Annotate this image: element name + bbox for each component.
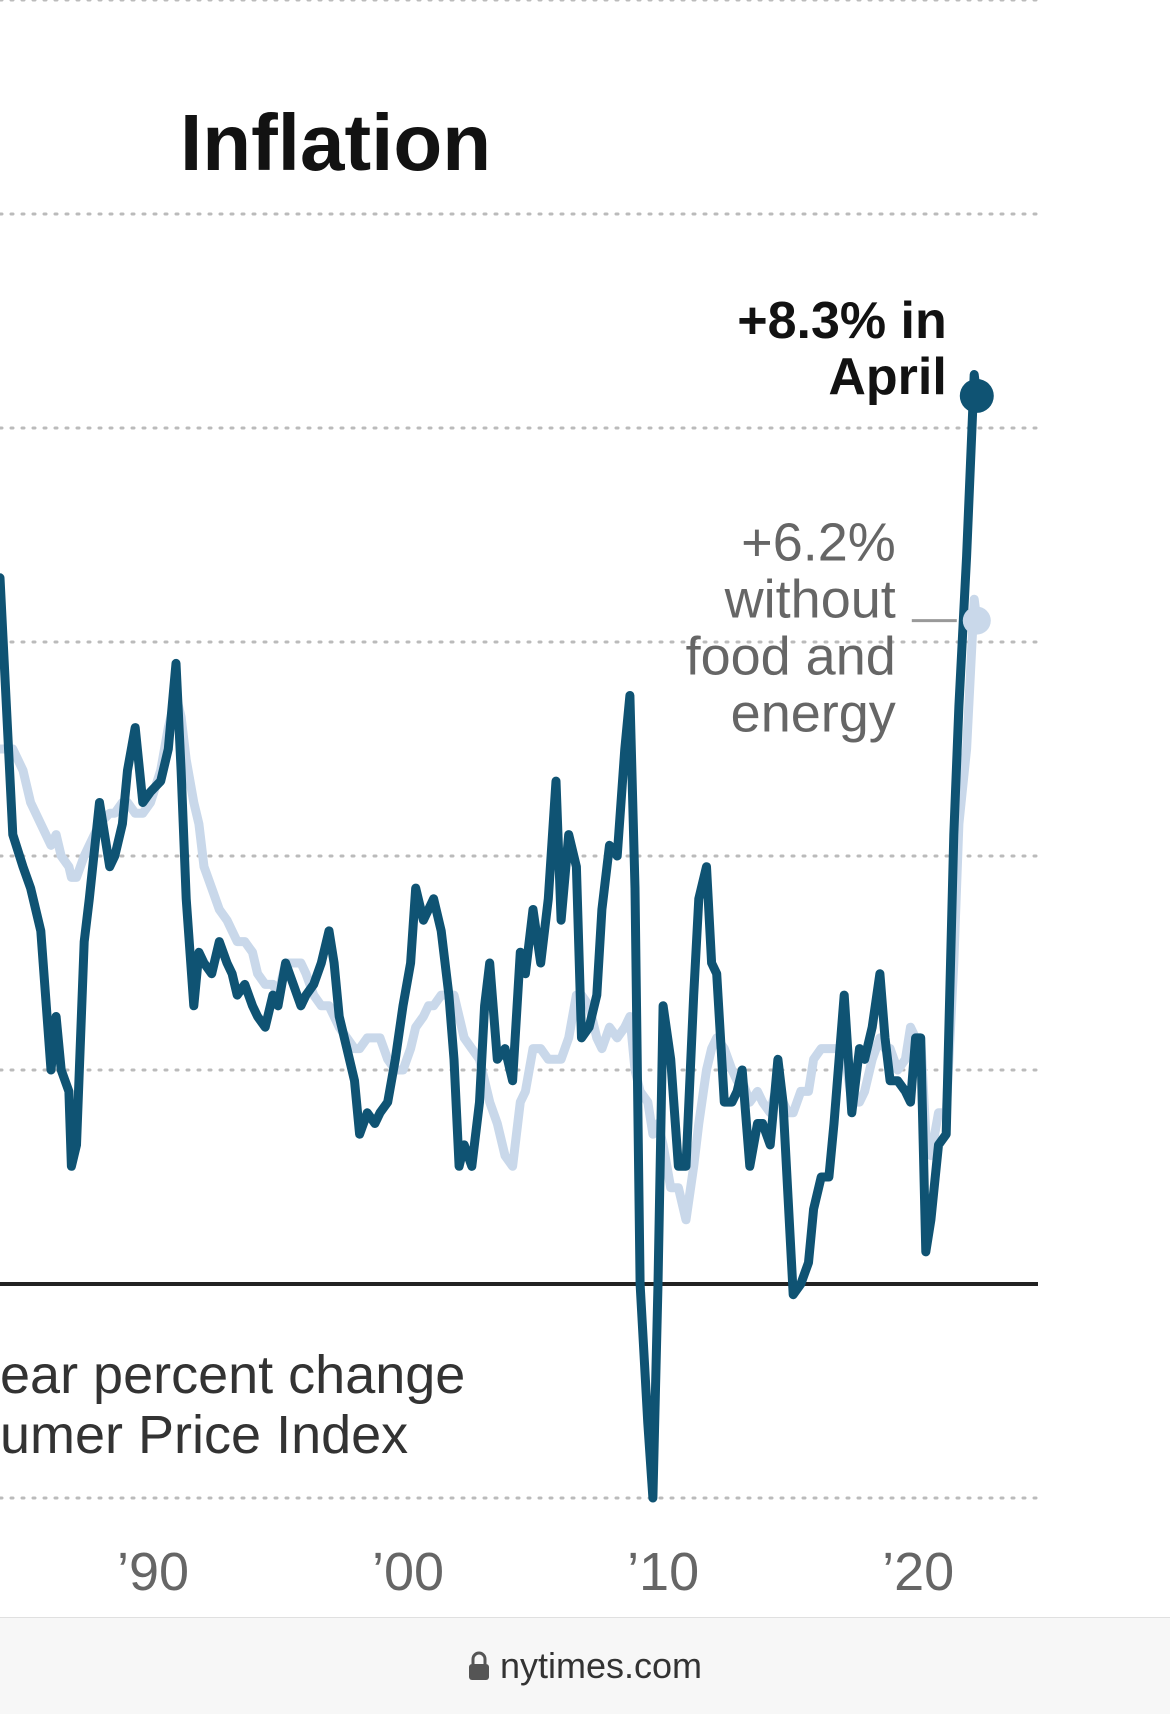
lock-icon bbox=[468, 1651, 489, 1680]
annotation-core-line: +6.2% bbox=[741, 513, 896, 573]
chart-note-line-2: umer Price Index bbox=[0, 1405, 408, 1465]
annotation-core-line: without bbox=[724, 570, 896, 630]
endpoint-dot-all-items bbox=[959, 378, 994, 413]
series-layer bbox=[0, 370, 994, 1503]
x-axis-ticks: ’90 ’00 ’10 ’20 bbox=[117, 1542, 954, 1602]
chart-note-line-1: ear percent change bbox=[0, 1345, 465, 1405]
annotation-all-items-line: +8.3% in bbox=[737, 292, 947, 350]
gridlines bbox=[0, 0, 1040, 1500]
annotation-all-items-line: April bbox=[828, 348, 946, 406]
browser-footer: nytimes.com bbox=[0, 1617, 1170, 1714]
endpoint-dot-core bbox=[962, 606, 991, 635]
x-tick-label: ’10 bbox=[627, 1542, 699, 1602]
site-url[interactable]: nytimes.com bbox=[499, 1645, 703, 1686]
x-tick-label: ’00 bbox=[372, 1542, 444, 1602]
x-tick-label: ’20 bbox=[882, 1542, 954, 1602]
chart-title: Inflation bbox=[180, 98, 491, 187]
annotation-core-line: food and bbox=[686, 627, 896, 687]
series-line-all_items bbox=[0, 370, 982, 1503]
x-tick-label: ’90 bbox=[117, 1542, 189, 1602]
annotation-core-line: energy bbox=[731, 684, 896, 744]
